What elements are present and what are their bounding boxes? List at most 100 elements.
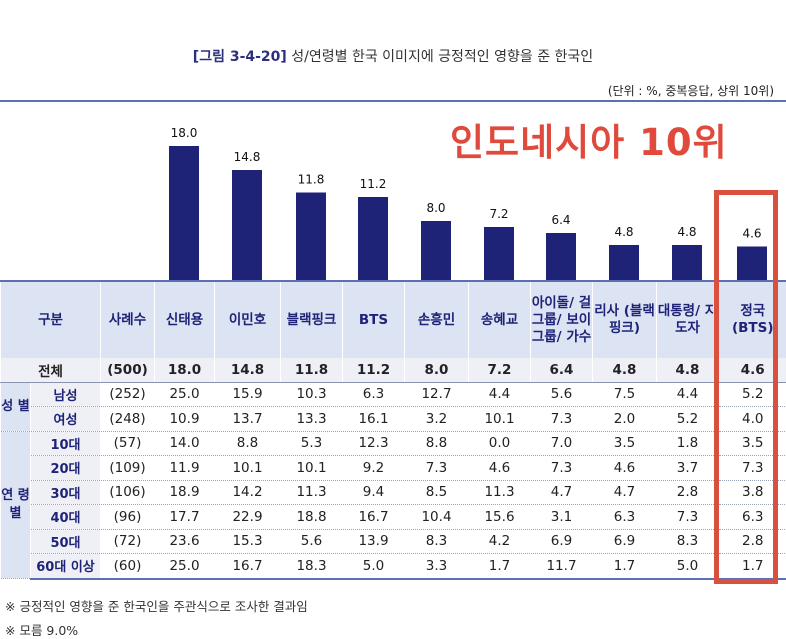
- table-row: 60대 이상 (60) 25.0 16.7 18.3 5.0 3.3 1.7 1…: [1, 554, 786, 579]
- cell: 4.7: [531, 480, 593, 505]
- cell: 2.8: [657, 480, 719, 505]
- cell: 17.7: [155, 505, 215, 530]
- cell: 4.6: [469, 456, 531, 481]
- bar-value-label: 18.0: [171, 126, 198, 140]
- cell: 3.5: [593, 431, 657, 456]
- cell: 8.8: [405, 431, 469, 456]
- row-n: (72): [101, 529, 155, 554]
- row-label: 50대: [31, 529, 101, 554]
- cell: 22.9: [215, 505, 281, 530]
- cell: 7.0: [531, 431, 593, 456]
- cell: 14.8: [215, 358, 281, 382]
- table-row: 성 별 남성 (252) 25.0 15.9 10.3 6.3 12.7 4.4…: [1, 382, 786, 407]
- cell: 11.3: [469, 480, 531, 505]
- cell: 11.3: [281, 480, 343, 505]
- cell: 7.3: [657, 505, 719, 530]
- cell: 2.0: [593, 407, 657, 432]
- table-row-total: 전체 (500) 18.0 14.8 11.8 11.2 8.0 7.2 6.4…: [1, 358, 786, 382]
- header-col: 대통령/ 지도자: [657, 281, 719, 358]
- cell: 8.0: [405, 358, 469, 382]
- row-label: 40대: [31, 505, 101, 530]
- cell: 7.3: [531, 456, 593, 481]
- bar-블랙핑크: [296, 193, 326, 282]
- header-col: 아이돌/ 걸그룹/ 보이그룹/ 가수: [531, 281, 593, 358]
- cell: 16.7: [343, 505, 405, 530]
- cell: 0.0: [469, 431, 531, 456]
- cell: 4.8: [657, 358, 719, 382]
- cell: 1.7: [469, 554, 531, 579]
- row-n: (96): [101, 505, 155, 530]
- cell: 4.8: [593, 358, 657, 382]
- cell: 11.7: [531, 554, 593, 579]
- cell: 4.7: [593, 480, 657, 505]
- cell: 6.3: [343, 382, 405, 407]
- row-label: 20대: [31, 456, 101, 481]
- cell: 13.7: [215, 407, 281, 432]
- cell: 5.2: [657, 407, 719, 432]
- row-n: (60): [101, 554, 155, 579]
- cell: 11.9: [155, 456, 215, 481]
- cell: 16.7: [215, 554, 281, 579]
- row-n: (57): [101, 431, 155, 456]
- bar-value-label: 11.2: [360, 177, 387, 191]
- header-col: 손흥민: [405, 281, 469, 358]
- cell: 3.7: [657, 456, 719, 481]
- cell: 12.7: [405, 382, 469, 407]
- footnote: ※ 긍정적인 영향을 준 한국인을 주관식으로 조사한 결과임: [5, 596, 308, 615]
- cell: 13.9: [343, 529, 405, 554]
- bar-이민호: [232, 170, 262, 281]
- cell: 15.9: [215, 382, 281, 407]
- cell: 1.8: [657, 431, 719, 456]
- row-n: (252): [101, 382, 155, 407]
- header-group: 구분: [1, 281, 101, 358]
- row-label: 남성: [31, 382, 101, 407]
- table-row: 연 령 별 10대 (57) 14.0 8.8 5.3 12.3 8.8 0.0…: [1, 431, 786, 456]
- cell: 7.3: [531, 407, 593, 432]
- bar-value-label: 8.0: [426, 201, 445, 215]
- cell: 6.3: [593, 505, 657, 530]
- cell: 7.3: [405, 456, 469, 481]
- header-col: 리사 (블랙핑크): [593, 281, 657, 358]
- cell: 4.4: [657, 382, 719, 407]
- bar-손흥민: [421, 221, 451, 281]
- cell: 18.8: [281, 505, 343, 530]
- bar-리사(블랙핑크): [609, 245, 639, 281]
- cell: 5.6: [531, 382, 593, 407]
- cell: 5.3: [281, 431, 343, 456]
- cell: 13.3: [281, 407, 343, 432]
- table-row: 30대 (106) 18.9 14.2 11.3 9.4 8.5 11.3 4.…: [1, 480, 786, 505]
- cell: 5.0: [343, 554, 405, 579]
- cell: 8.8: [215, 431, 281, 456]
- cell: 6.9: [531, 529, 593, 554]
- cell: 5.0: [657, 554, 719, 579]
- cell: 25.0: [155, 554, 215, 579]
- cell: 11.8: [281, 358, 343, 382]
- cell: 14.0: [155, 431, 215, 456]
- cell: 15.6: [469, 505, 531, 530]
- bar-value-label: 4.8: [614, 225, 633, 239]
- bar-BTS: [358, 197, 388, 281]
- table-header-row: 구분 사례수 신태용 이민호 블랙핑크 BTS 손흥민 송혜교 아이돌/ 걸그룹…: [1, 281, 786, 358]
- highlight-box: [714, 190, 778, 584]
- bar-아이돌/걸그룹/보이그룹/가수: [546, 233, 576, 281]
- cell: 6.9: [593, 529, 657, 554]
- cell: 10.1: [281, 456, 343, 481]
- cell: 23.6: [155, 529, 215, 554]
- overlay-annotation: 인도네시아 10위: [450, 112, 728, 166]
- row-n: (106): [101, 480, 155, 505]
- cell: 10.9: [155, 407, 215, 432]
- header-col: 신태용: [155, 281, 215, 358]
- cell: 8.3: [405, 529, 469, 554]
- table-row: 20대 (109) 11.9 10.1 10.1 9.2 7.3 4.6 7.3…: [1, 456, 786, 481]
- bar-value-label: 6.4: [551, 213, 570, 227]
- header-n: 사례수: [101, 281, 155, 358]
- cell: 8.3: [657, 529, 719, 554]
- footnote: ※ 모름 9.0%: [5, 620, 78, 639]
- cell: 10.1: [469, 407, 531, 432]
- cell: 25.0: [155, 382, 215, 407]
- cell: 15.3: [215, 529, 281, 554]
- cell: 11.2: [343, 358, 405, 382]
- header-col: BTS: [343, 281, 405, 358]
- row-label: 10대: [31, 431, 101, 456]
- cell: 7.5: [593, 382, 657, 407]
